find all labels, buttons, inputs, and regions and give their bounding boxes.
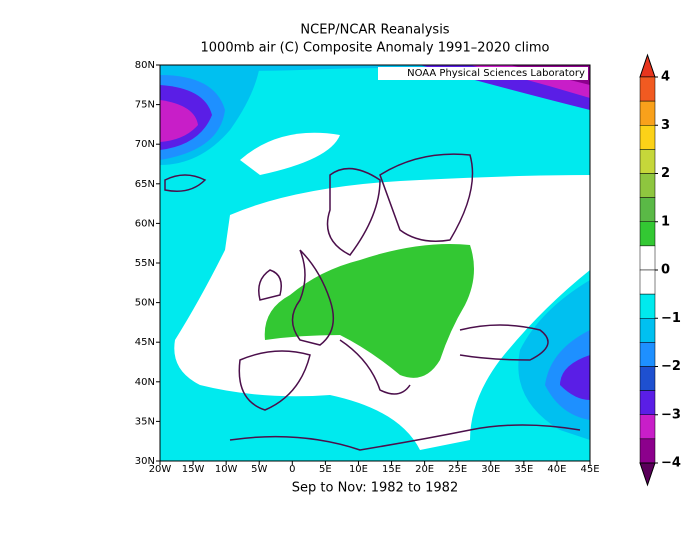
colorbar-label: 1 [661, 214, 670, 229]
title: NCEP/NCAR Reanalysis [300, 23, 449, 38]
lat-tick-label: 30N [135, 456, 155, 467]
credit: NOAA Physical Sciences Laboratory [407, 68, 585, 79]
colorbar-band [639, 269, 656, 295]
lat-tick-label: 50N [135, 298, 155, 309]
lon-tick-label: 15E [382, 464, 401, 475]
field-magenta [160, 100, 198, 142]
colorbar-band [639, 366, 656, 391]
colorbar-band [639, 100, 656, 126]
lon-tick-label: 0 [289, 464, 295, 475]
subtitle: 1000mb air (C) Composite Anomaly 1991–20… [201, 41, 550, 56]
lon-tick-label: 15W [182, 464, 205, 475]
colorbar-band [639, 245, 656, 271]
colorbar-label: 4 [661, 70, 670, 85]
lon-tick-label: 45E [580, 464, 599, 475]
coastlines [164, 153, 581, 451]
lon-tick-label: 5W [251, 464, 267, 475]
lat-tick-label: 65N [135, 179, 155, 190]
lon-tick-label: 5E [319, 464, 332, 475]
colorbar-label: 3 [661, 118, 670, 133]
lat-tick-label: 35N [135, 416, 155, 427]
colorbar-label: 0 [661, 263, 670, 278]
lon-tick-label: 10W [215, 464, 238, 475]
field-violet [560, 355, 590, 400]
lat-tick-label: 60N [135, 218, 155, 229]
lon-tick-label: 10E [349, 464, 368, 475]
lat-tick-label: 70N [135, 139, 155, 150]
colorbar-label: −3 [661, 407, 681, 422]
period: Sep to Nov: 1982 to 1982 [292, 481, 458, 496]
colorbar-band [639, 125, 656, 150]
map-field [160, 65, 590, 461]
lat-tick-label: 80N [135, 60, 155, 71]
lat-tick-label: 55N [135, 258, 155, 269]
lon-tick-label: 30E [481, 464, 500, 475]
colorbar-band [639, 293, 656, 319]
lon-tick-label: 40E [547, 464, 566, 475]
colorbar-band [639, 76, 656, 102]
colorbar-label: 2 [661, 166, 670, 181]
colorbar-band [639, 390, 656, 415]
lon-tick-label: 20E [415, 464, 434, 475]
colorbar-band [639, 438, 656, 464]
lon-tick-label: 20W [149, 464, 172, 475]
lon-tick-label: 25E [448, 464, 467, 475]
colorbar-arrow [639, 462, 656, 487]
lat-tick-label: 40N [135, 377, 155, 388]
colorbar-band [639, 221, 656, 247]
colorbar-band [639, 149, 656, 174]
field-white [240, 132, 340, 175]
credit-box [378, 67, 588, 80]
colorbar-band [639, 342, 656, 367]
colorbar-arrow [639, 53, 656, 78]
colorbar-label: −1 [661, 311, 681, 326]
lat-tick-label: 75N [135, 100, 155, 111]
colorbar-band [639, 197, 656, 222]
field-green [264, 244, 474, 378]
lat-tick-label: 45N [135, 337, 155, 348]
lon-tick-label: 35E [514, 464, 533, 475]
colorbar-band [639, 318, 656, 343]
colorbar-band [639, 173, 656, 198]
colorbar-label: −2 [661, 359, 681, 374]
colorbar-band [639, 414, 656, 440]
colorbar-label: −4 [661, 456, 681, 471]
